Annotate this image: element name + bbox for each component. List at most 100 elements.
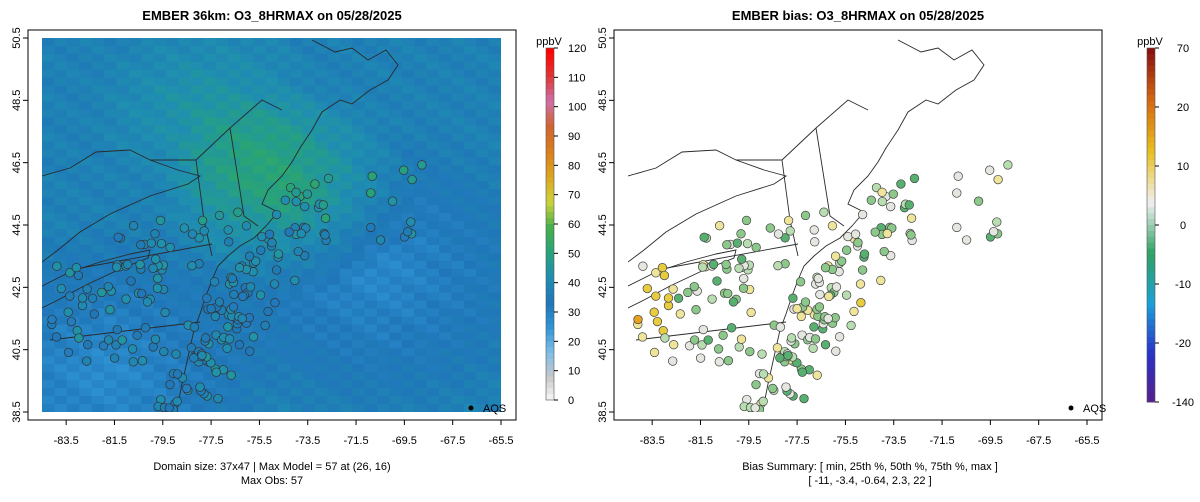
aqs-legend-marker <box>1068 405 1074 411</box>
grid-cell <box>352 348 365 357</box>
grid-cell <box>228 244 241 254</box>
grid-cell <box>277 133 291 142</box>
colorbar-segment <box>1147 284 1155 291</box>
grid-cell <box>476 109 489 118</box>
grid-cell <box>476 181 489 190</box>
grid-cell <box>203 396 217 405</box>
grid-cell <box>91 396 105 405</box>
grid-cell <box>166 165 179 174</box>
observation-site <box>211 367 221 377</box>
bias-site <box>909 173 920 184</box>
grid-cell <box>215 38 229 47</box>
grid-cell <box>178 61 192 71</box>
observation-site <box>234 340 245 350</box>
grid-cell <box>91 141 105 150</box>
grid-cell <box>178 38 192 47</box>
grid-cell <box>364 165 378 174</box>
grid-cell <box>414 332 427 341</box>
grid-cell <box>352 236 365 246</box>
grid-cell <box>327 85 341 95</box>
grid-cell <box>141 38 155 47</box>
grid-cell <box>252 356 266 365</box>
x-tick-label: -75.5 <box>833 435 858 447</box>
grid-cell <box>215 205 229 214</box>
grid-cell <box>91 348 105 357</box>
grid-cell <box>265 61 279 71</box>
grid-cell <box>339 332 353 341</box>
observation-site <box>224 237 234 247</box>
observation-site <box>83 340 93 350</box>
grid-cell <box>42 38 55 47</box>
colorbar-segment <box>546 241 554 248</box>
bias-site <box>781 382 791 392</box>
grid-cell <box>104 404 117 412</box>
grid-cell <box>339 93 353 103</box>
grid-cell <box>352 340 365 349</box>
observation-site <box>82 284 92 294</box>
grid-cell <box>314 404 328 412</box>
grid-cell <box>426 316 440 325</box>
grid-cell <box>190 45 204 55</box>
observation-site <box>152 283 163 293</box>
grid-cell <box>128 316 142 325</box>
grid-cell <box>376 340 390 349</box>
grid-cell <box>277 364 291 373</box>
grid-cell <box>389 205 403 214</box>
grid-cell <box>463 388 477 397</box>
bias-site <box>879 246 889 257</box>
x-tick-label: -81.5 <box>688 435 713 447</box>
grid-cell <box>352 228 365 238</box>
grid-cell <box>141 380 155 389</box>
grid-cell <box>252 117 266 126</box>
grid-cell <box>451 372 465 381</box>
grid-cell <box>190 149 204 158</box>
grid-cell <box>190 125 204 134</box>
grid-cell <box>414 117 427 126</box>
observation-site <box>224 334 235 344</box>
grid-cell <box>66 173 80 182</box>
grid-cell <box>451 380 465 389</box>
grid-cell <box>389 348 403 357</box>
grid-cell <box>401 276 415 286</box>
grid-cell <box>488 205 501 214</box>
grid-cell <box>488 189 501 198</box>
colorbar-segment <box>1147 278 1155 285</box>
grid-cell <box>91 316 105 325</box>
grid-cell <box>240 244 254 254</box>
grid-cell <box>66 244 80 254</box>
colorbar-tick-label: 90 <box>568 131 580 143</box>
grid-cell <box>414 221 427 230</box>
observation-site <box>245 346 255 356</box>
grid-cell <box>352 38 365 47</box>
y-tick-label: 50.5 <box>11 27 23 48</box>
grid-cell <box>178 316 192 325</box>
grid-cell <box>488 396 501 405</box>
observation-site <box>300 201 310 212</box>
grid-cell <box>401 189 415 198</box>
grid-cell <box>438 364 452 373</box>
grid-cell <box>141 276 155 286</box>
grid-cell <box>42 189 55 198</box>
grid-cell <box>66 372 80 381</box>
grid-cell <box>252 125 266 134</box>
grid-cell <box>178 364 192 373</box>
grid-cell <box>104 181 117 190</box>
grid-cell <box>141 181 155 190</box>
grid-cell <box>389 181 403 190</box>
bias-site <box>785 226 795 236</box>
grid-cell <box>401 284 415 294</box>
observation-site <box>210 311 220 322</box>
grid-cell <box>376 53 390 63</box>
grid-cell <box>327 205 341 214</box>
observation-site <box>165 379 175 390</box>
grid-cell <box>327 197 341 206</box>
grid-cell <box>476 316 489 325</box>
grid-cell <box>54 292 68 301</box>
grid-cell <box>364 117 378 126</box>
grid-cell <box>389 93 403 103</box>
observation-site <box>244 251 255 261</box>
grid-cell <box>215 69 229 79</box>
grid-cell <box>438 181 452 190</box>
grid-cell <box>426 125 440 134</box>
grid-cell <box>153 205 167 214</box>
